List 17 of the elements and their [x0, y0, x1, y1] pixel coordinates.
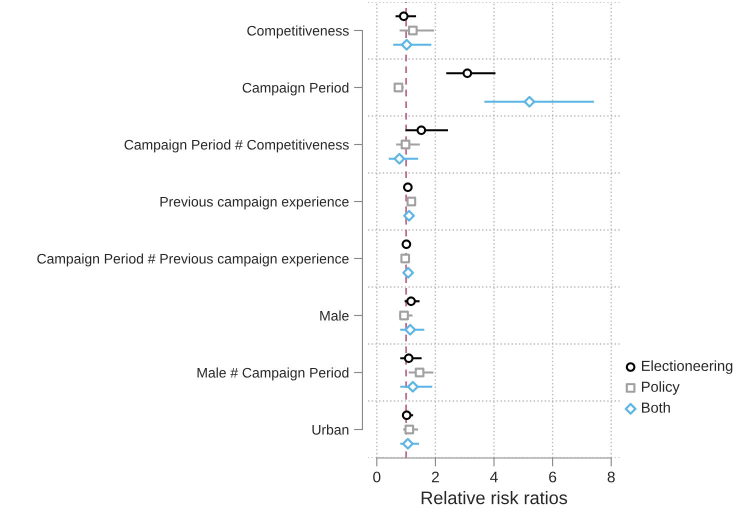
x-tick-label: 2: [432, 472, 439, 482]
y-tick-label: Male # Campaign Period: [198, 367, 348, 380]
y-tick-label: Campaign Period # Previous campaign experience: [37, 253, 349, 266]
legend-label: Electioneering: [642, 360, 732, 374]
y-tick-label: Campaign Period # Competitiveness: [124, 139, 349, 152]
x-tick-label: 0: [373, 472, 380, 482]
x-tick-label: 8: [608, 472, 615, 482]
legend-label: Both: [642, 402, 670, 413]
y-tick-label: Previous campaign experience: [160, 196, 349, 210]
y-tick-label: Urban: [312, 424, 348, 435]
y-tick-label: Male: [320, 310, 349, 321]
x-tick-label: 4: [490, 472, 498, 482]
x-axis-title: Relative risk ratios: [422, 490, 568, 504]
y-tick-label: Competitiveness: [247, 25, 349, 38]
x-tick-label: 6: [549, 472, 556, 482]
y-tick-label: Campaign Period: [242, 82, 348, 96]
legend-label: Policy: [642, 381, 680, 395]
